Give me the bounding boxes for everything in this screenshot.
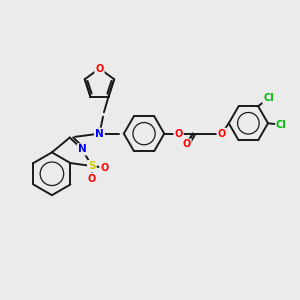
Text: O: O <box>182 140 191 149</box>
Text: N: N <box>95 129 104 139</box>
Text: N: N <box>78 144 87 154</box>
Text: O: O <box>174 129 183 139</box>
Text: O: O <box>95 64 104 74</box>
Text: O: O <box>88 173 96 184</box>
Text: O: O <box>100 163 109 172</box>
Text: Cl: Cl <box>276 120 287 130</box>
Text: S: S <box>88 161 96 171</box>
Text: Cl: Cl <box>263 93 274 103</box>
Text: O: O <box>218 129 226 139</box>
